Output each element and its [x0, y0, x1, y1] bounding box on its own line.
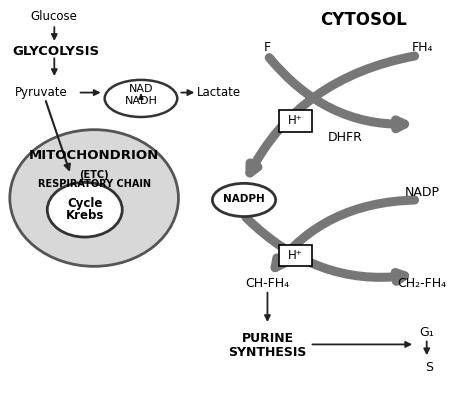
Text: CYTOSOL: CYTOSOL	[320, 11, 407, 29]
Text: SYNTHESIS: SYNTHESIS	[228, 346, 307, 359]
Text: NADH: NADH	[125, 96, 157, 106]
FancyBboxPatch shape	[279, 110, 312, 131]
Text: RESPIRATORY CHAIN: RESPIRATORY CHAIN	[37, 179, 151, 189]
FancyBboxPatch shape	[279, 245, 312, 267]
Text: GLYCOLYSIS: GLYCOLYSIS	[12, 45, 99, 58]
Text: H⁺: H⁺	[288, 249, 303, 262]
Text: CH-FH₄: CH-FH₄	[246, 277, 290, 290]
Text: F: F	[264, 41, 271, 54]
Text: Pyruvate: Pyruvate	[15, 86, 67, 99]
Text: H⁺: H⁺	[288, 114, 303, 128]
Text: S: S	[425, 361, 433, 374]
Text: Lactate: Lactate	[197, 86, 241, 99]
Text: PURINE: PURINE	[241, 332, 293, 345]
Text: Krebs: Krebs	[65, 209, 104, 222]
Text: NADP: NADP	[404, 186, 439, 199]
Text: CH₂-FH₄: CH₂-FH₄	[398, 277, 447, 290]
Text: MITOCHONDRION: MITOCHONDRION	[29, 148, 159, 162]
Text: G₁: G₁	[419, 326, 434, 339]
Text: DHFR: DHFR	[328, 131, 362, 144]
Text: Glucose: Glucose	[31, 10, 78, 23]
Ellipse shape	[47, 183, 122, 237]
Ellipse shape	[10, 129, 178, 267]
Text: NADPH: NADPH	[223, 194, 265, 204]
Text: NAD: NAD	[129, 84, 153, 95]
Text: FH₄: FH₄	[411, 41, 433, 54]
Ellipse shape	[212, 183, 276, 217]
Text: Cycle: Cycle	[67, 197, 102, 210]
Ellipse shape	[105, 80, 177, 117]
Text: (ETC): (ETC)	[79, 169, 109, 179]
